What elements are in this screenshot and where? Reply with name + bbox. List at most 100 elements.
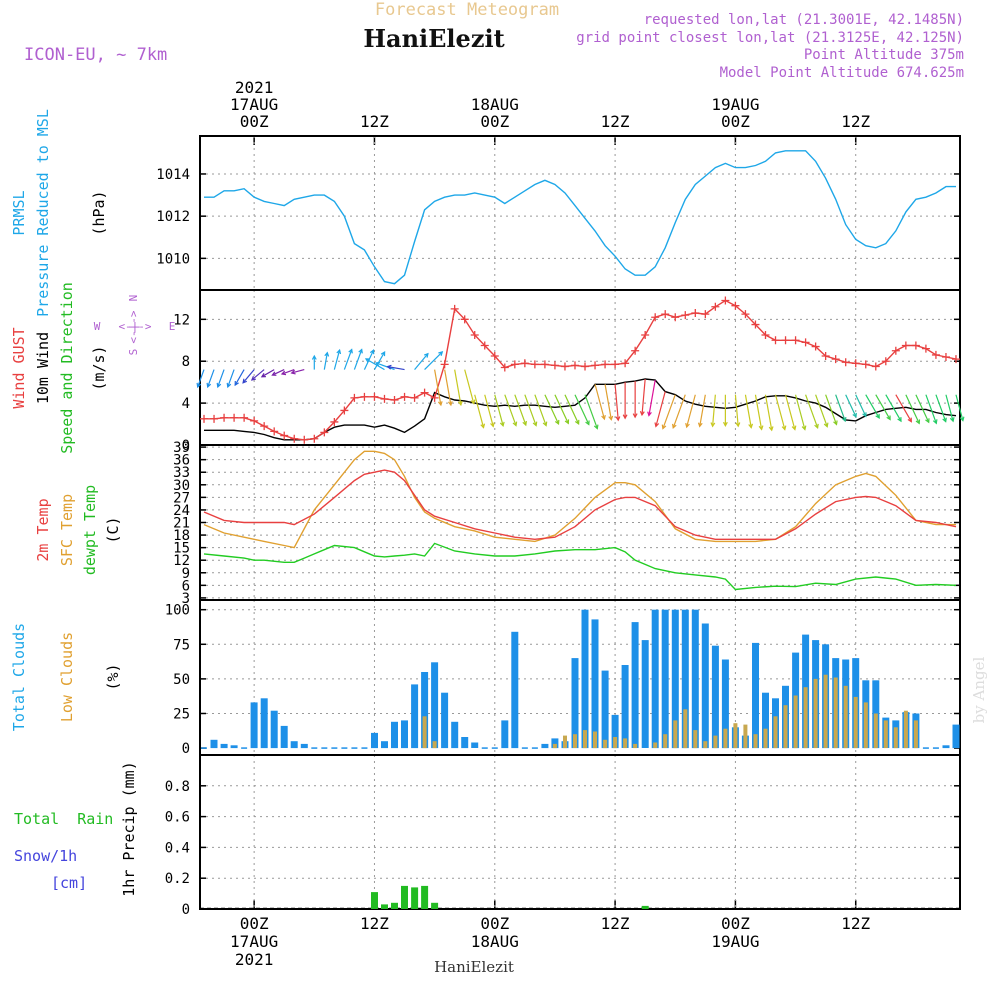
wind-arrow-shaft [825,394,838,425]
label-total-rain: Total Rain [14,810,113,828]
gust-marker [510,360,519,369]
low-cloud-bar [683,709,688,749]
low-cloud-bar [633,743,638,749]
wind-arrow-shaft [414,353,429,370]
wind-arrow-shaft [584,394,598,429]
wind-arrow-shaft [945,394,954,422]
wind-arrow-shaft [343,349,353,370]
label-10m-wind: 10m Wind [34,332,52,404]
low-cloud-bar [663,734,668,748]
label-prmsl: PRMSL [10,190,28,235]
wind-arrow-shaft [574,394,590,425]
low-cloud-bar [913,720,918,749]
total-cloud-bar [421,672,429,749]
gust-marker [560,362,569,371]
y-tick-label: 33 [173,465,190,481]
wind-arrow [614,384,621,422]
total-cloud-bar [942,745,950,749]
gust-marker [781,336,790,345]
total-cloud-bar [952,724,960,749]
gust-marker [410,393,419,402]
gust-marker [631,346,640,355]
total-cloud-bar [581,609,589,749]
low-cloud-bar [883,720,888,749]
gust-marker [731,301,740,310]
top-axis-label: 12Z [360,112,389,131]
y-tick-label: 36 [173,453,190,469]
total-cloud-bar [260,698,268,749]
wind-arrow-shaft [805,394,819,429]
compass-w: W [94,320,101,333]
top-axis-label: 2021 [235,78,274,97]
wind-arrow-shaft [925,394,937,424]
wind-arrow [710,394,716,428]
gust-marker [741,310,750,319]
wind-arrow-head [622,414,628,420]
wind-arrow [386,364,405,371]
wind-arrow-head [814,423,819,429]
gust-marker [761,331,770,340]
wind-arrow [364,358,385,371]
y-tick-label: 4 [182,396,190,412]
gust-marker [771,336,780,345]
pressure-panel: 1010 1012 1014 [156,150,960,285]
total-cloud-bar [571,658,579,749]
wind-arrow-shaft [641,378,646,415]
wind-arrow-head [206,382,212,389]
total-cloud-bar [551,738,559,749]
top-axis-label: 12Z [841,112,870,131]
wind-arrow-shaft [494,394,504,426]
wind-arrow [424,351,444,371]
wind-arrow [444,369,453,407]
wind-arrow-head [615,416,621,422]
gust-marker [651,313,660,322]
label-dewpt-temp: dewpt Temp [81,485,99,575]
low-cloud-bar [823,674,828,748]
low-cloud-bar [733,723,738,749]
bottom-axis-label: 19AUG [711,932,759,951]
gust-marker [240,413,249,422]
wind-arrow-shaft [672,394,686,429]
wind-arrow [373,351,386,370]
low-cloud-bar [613,737,618,749]
total-cloud-bar [651,609,659,749]
y-tick-label: 6 [182,578,190,594]
bottom-axis-label: 2021 [235,950,274,969]
wind-arrow-head [437,401,443,407]
gust-marker [470,331,479,340]
wind-arrow [504,394,518,427]
gust-marker [831,355,840,364]
wind-arrow [672,394,686,429]
wind-arrow [564,394,580,426]
gust-marker [340,406,349,415]
gust-marker [851,359,860,368]
wind-arrow-shaft [227,369,235,388]
gust-marker [591,361,600,370]
wind-arrow-head [959,416,965,422]
gust-marker [200,414,209,423]
y-tick-label: 18 [173,528,190,544]
wind-arrow [734,394,741,428]
wind-arrow [216,369,225,389]
wind-arrow-shaft [604,384,612,420]
wind-arrow-head [942,417,947,423]
wind-arrow-shaft [291,369,305,374]
gust-marker [400,392,409,401]
low-cloud-bar [893,727,898,749]
wind-arrow [855,394,867,418]
wind10-line [204,378,957,441]
rain-bar [411,887,419,909]
requested-coords: requested lon,lat (21.3001E, 42.1485N) [644,12,964,28]
wind-arrow-shaft [387,366,405,371]
gust-marker [220,413,229,422]
wind-arrow-shaft [905,394,920,424]
total-cloud-bar [762,692,769,749]
total-cloud-bar [641,640,649,748]
gust-marker [380,394,389,403]
gust-marker [540,360,549,369]
wind-arrow-shaft [251,369,265,381]
wind-arrow-shaft [875,394,891,420]
gust-marker [290,434,299,443]
total-cloud-bar [451,721,459,749]
total-cloud-bar [501,720,509,749]
